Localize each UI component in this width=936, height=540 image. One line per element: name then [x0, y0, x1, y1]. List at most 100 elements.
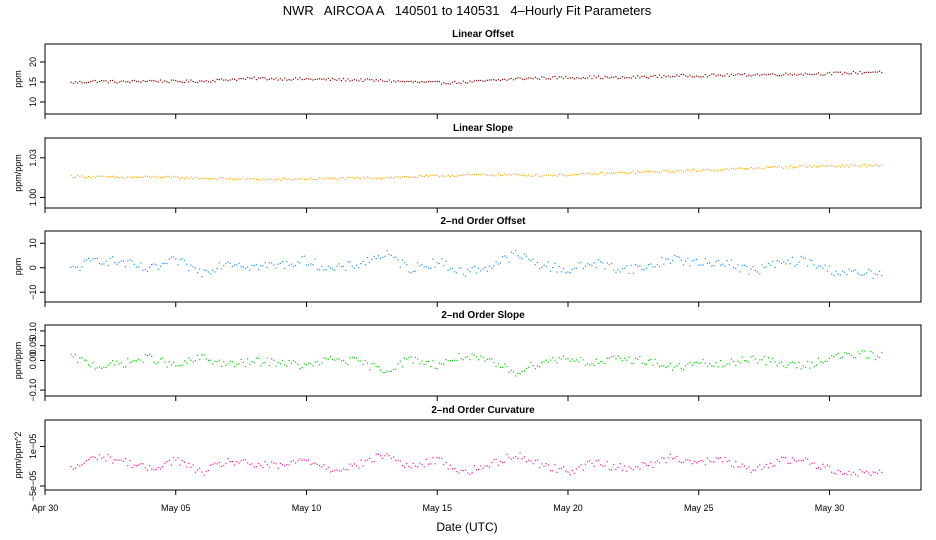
- data-point: [495, 458, 497, 460]
- data-point: [83, 260, 85, 262]
- data-point: [318, 269, 321, 271]
- data-point: [691, 169, 693, 171]
- data-point: [868, 164, 870, 166]
- data-point: [260, 77, 262, 79]
- data-point: [831, 471, 833, 473]
- data-point: [536, 365, 539, 367]
- data-point: [142, 463, 144, 465]
- data-point: [393, 177, 395, 179]
- data-point: [573, 78, 576, 80]
- data-point: [613, 463, 615, 466]
- data-point: [427, 175, 430, 177]
- data-point: [669, 362, 672, 365]
- data-point: [532, 364, 534, 367]
- data-point: [639, 77, 641, 79]
- data-point: [72, 265, 74, 267]
- data-point: [610, 172, 613, 174]
- data-point: [473, 354, 475, 356]
- data-point: [831, 165, 833, 167]
- data-point: [534, 174, 536, 176]
- data-point: [393, 80, 395, 82]
- data-point: [159, 468, 162, 470]
- data-point: [704, 73, 706, 76]
- data-point: [464, 356, 467, 358]
- data-point: [667, 170, 669, 172]
- data-point: [650, 170, 652, 173]
- data-point: [687, 363, 689, 365]
- data-point: [192, 266, 194, 268]
- data-point: [70, 466, 72, 468]
- data-point: [610, 356, 613, 358]
- data-point: [841, 164, 844, 166]
- data-point: [301, 459, 303, 461]
- data-point: [576, 77, 578, 79]
- data-point: [571, 77, 573, 79]
- data-point: [486, 270, 488, 272]
- data-point: [497, 464, 499, 466]
- data-point: [735, 267, 737, 269]
- data-point: [203, 354, 205, 356]
- data-point: [512, 79, 515, 81]
- data-point: [410, 356, 412, 358]
- data-point: [440, 175, 443, 177]
- data-point: [737, 167, 739, 169]
- data-point: [360, 78, 362, 80]
- data-point: [447, 174, 449, 177]
- y-tick-label: 1.00: [28, 189, 38, 207]
- data-point: [430, 366, 432, 368]
- data-point: [449, 268, 451, 270]
- data-point: [656, 76, 658, 79]
- data-point: [133, 464, 135, 466]
- data-point: [325, 468, 327, 470]
- data-point: [621, 359, 624, 362]
- data-point: [682, 171, 685, 173]
- data-point: [327, 466, 329, 468]
- data-point: [689, 170, 691, 172]
- data-point: [146, 80, 149, 83]
- data-point: [423, 81, 425, 83]
- data-point: [706, 457, 709, 459]
- data-point: [109, 456, 111, 458]
- data-point: [432, 360, 434, 362]
- data-point: [772, 357, 774, 360]
- data-point: [281, 261, 284, 263]
- data-point: [711, 73, 713, 75]
- data-point: [434, 80, 436, 83]
- data-point: [162, 176, 164, 179]
- y-tick-label: 15: [28, 77, 38, 87]
- data-point: [153, 263, 155, 265]
- data-point: [277, 178, 279, 180]
- data-point: [613, 269, 615, 271]
- data-point: [859, 274, 861, 276]
- data-point: [384, 177, 386, 179]
- data-point: [445, 462, 447, 464]
- data-point: [72, 176, 74, 179]
- data-point: [547, 361, 549, 363]
- data-point: [715, 260, 717, 263]
- data-point: [303, 459, 305, 461]
- data-point: [79, 465, 81, 467]
- data-point: [118, 81, 120, 83]
- data-point: [125, 266, 127, 268]
- data-point: [767, 262, 770, 265]
- data-point: [556, 78, 558, 80]
- data-point: [473, 80, 475, 82]
- data-point: [850, 73, 852, 75]
- y-tick-label: 0.05: [28, 337, 38, 355]
- data-point: [824, 360, 826, 362]
- data-point: [833, 275, 835, 277]
- data-point: [207, 360, 210, 362]
- data-point: [552, 266, 554, 269]
- data-point: [798, 361, 800, 364]
- data-point: [732, 360, 735, 362]
- data-point: [656, 362, 658, 364]
- data-point: [218, 461, 220, 464]
- data-point: [316, 463, 318, 465]
- data-point: [715, 457, 717, 459]
- data-point: [159, 177, 162, 179]
- data-point: [765, 74, 767, 76]
- data-point: [427, 80, 430, 83]
- data-point: [645, 267, 648, 269]
- data-point: [127, 81, 129, 83]
- data-point: [408, 80, 410, 83]
